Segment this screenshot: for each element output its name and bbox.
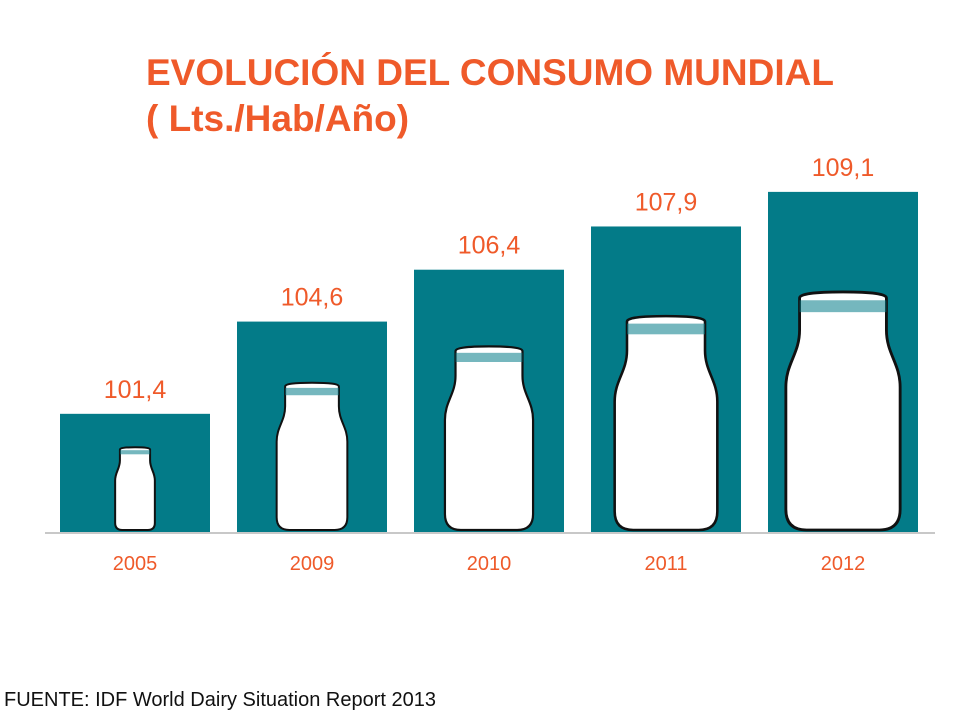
chart-title: EVOLUCIÓN DEL CONSUMO MUNDIAL ( Lts./Hab… bbox=[146, 50, 834, 142]
value-label: 101,4 bbox=[104, 376, 167, 404]
category-label: 2012 bbox=[821, 553, 866, 575]
title-line-1: EVOLUCIÓN DEL CONSUMO MUNDIAL bbox=[146, 52, 834, 93]
value-label: 106,4 bbox=[458, 232, 521, 260]
category-label: 2011 bbox=[644, 553, 687, 575]
bottle-cap-band bbox=[285, 387, 339, 396]
title-line-2: ( Lts./Hab/Año) bbox=[146, 98, 410, 139]
milk-bottle-icon bbox=[275, 381, 349, 531]
category-label: 2010 bbox=[467, 553, 512, 575]
value-label: 109,1 bbox=[812, 154, 875, 182]
value-label: 104,6 bbox=[281, 284, 344, 312]
bottle-cap-band bbox=[455, 352, 523, 363]
milk-bottle-icon bbox=[613, 314, 719, 532]
category-label: 2009 bbox=[290, 553, 335, 575]
source-note: FUENTE: IDF World Dairy Situation Report… bbox=[4, 689, 437, 711]
value-label: 107,9 bbox=[635, 188, 698, 216]
milk-bottle-icon bbox=[114, 446, 156, 531]
milk-bottle-icon bbox=[443, 345, 535, 532]
bottle-cap-band bbox=[626, 323, 706, 335]
bottle-cap-band bbox=[799, 300, 887, 313]
category-label: 2005 bbox=[113, 553, 158, 575]
milk-bottle-icon bbox=[784, 290, 902, 532]
bottle-cap-band bbox=[119, 450, 151, 455]
